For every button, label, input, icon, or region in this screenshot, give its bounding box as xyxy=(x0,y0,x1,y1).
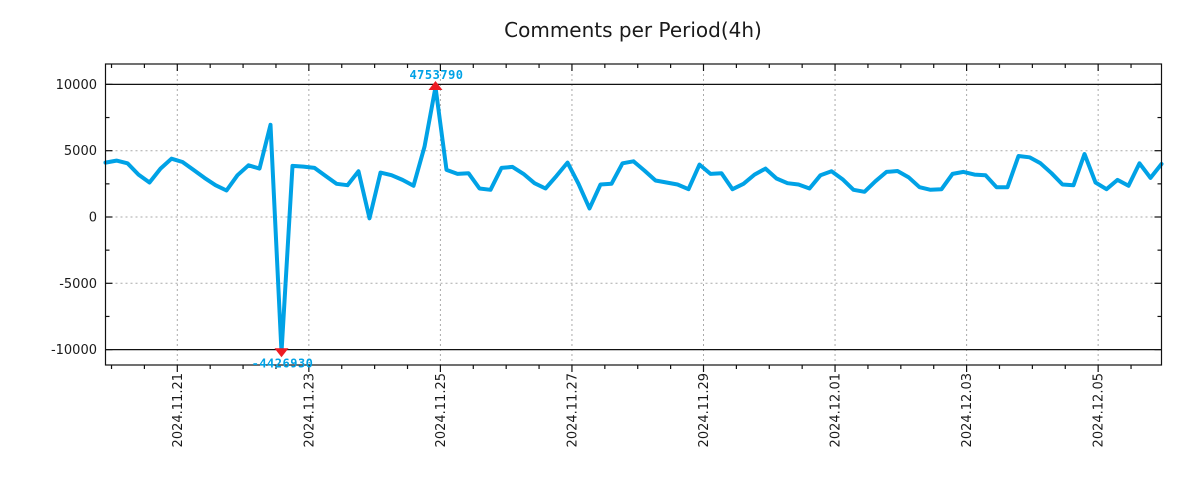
y-tick-label: -10000 xyxy=(51,343,97,358)
y-tick-label: 5000 xyxy=(64,144,97,159)
x-tick-label: 2024.11.27 xyxy=(565,373,580,447)
x-tick-label: 2024.11.21 xyxy=(171,373,186,447)
x-tick-label: 2024.12.05 xyxy=(1092,373,1107,447)
grid-layer xyxy=(105,64,1162,365)
x-tick-labels: 2024.11.21 2024.11.23 2024.11.25 2024.11.27… xyxy=(171,373,1107,447)
x-tick-label: 2024.11.25 xyxy=(434,373,449,447)
chart-title: Comments per Period(4h) xyxy=(504,18,762,42)
series-layer xyxy=(103,85,1164,355)
x-tick-label: 2024.11.29 xyxy=(697,373,712,447)
y-tick-label: 0 xyxy=(89,211,97,226)
plot-frame xyxy=(104,63,1163,366)
y-tick-label: 10000 xyxy=(56,78,97,93)
x-tick-label: 2024.12.01 xyxy=(829,373,844,447)
min-marker-triangle-down-icon xyxy=(274,348,289,358)
y-tick-label: -5000 xyxy=(59,277,97,292)
series-line xyxy=(103,85,1164,355)
solid-rules-layer xyxy=(105,83,1162,351)
max-marker-triangle-up-icon xyxy=(428,81,443,91)
tick-layer xyxy=(105,64,1162,372)
axes-layer xyxy=(104,63,1163,366)
min-value-label: -4426930 xyxy=(252,356,314,370)
x-tick-label: 2024.11.23 xyxy=(302,373,317,447)
annotation-layer: 4753790 -4426930 xyxy=(252,68,463,370)
max-value-label: 4753790 xyxy=(409,68,463,82)
x-tick-label: 2024.12.03 xyxy=(960,373,975,447)
y-tick-labels: 10000 5000 0 -5000 -10000 xyxy=(51,78,97,358)
